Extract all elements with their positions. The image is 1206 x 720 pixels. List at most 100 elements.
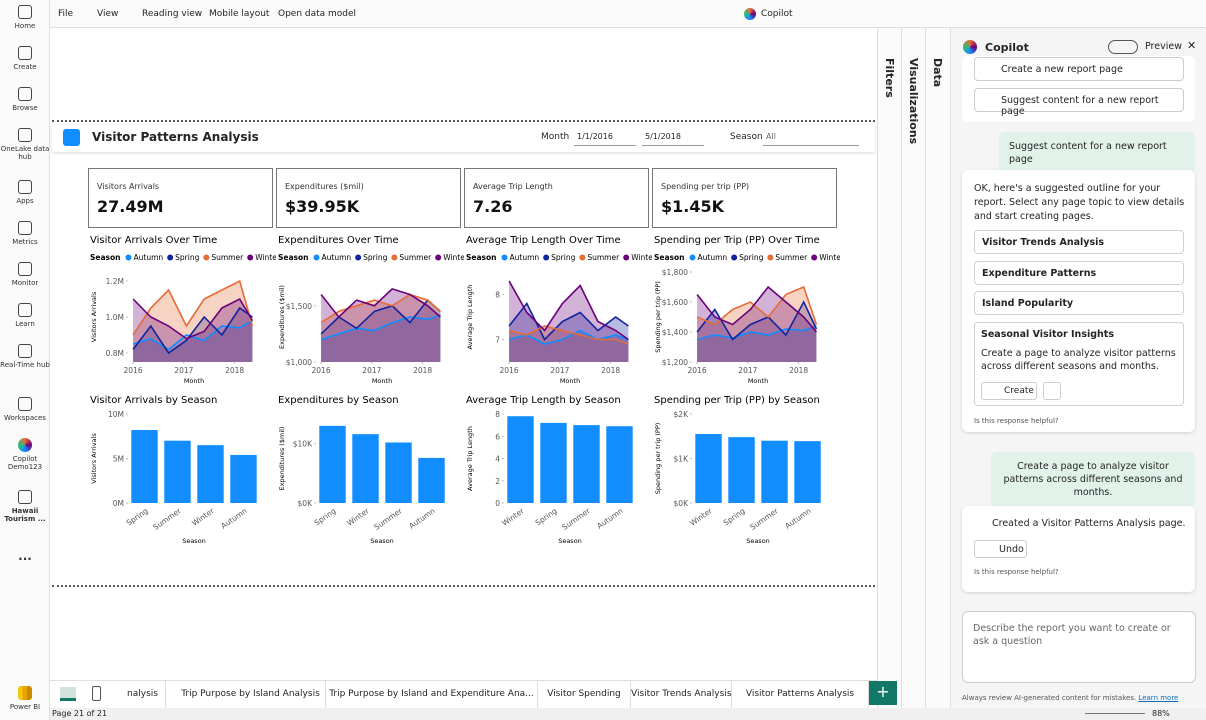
menu-item[interactable]: Open data model <box>278 9 357 19</box>
suggestion-button[interactable]: Create a new report page <box>974 57 1184 81</box>
create-button[interactable]: Create <box>981 382 1037 400</box>
zoom-slider[interactable] <box>1085 713 1145 714</box>
nav-item[interactable]: Power BI <box>0 686 50 711</box>
kpi-label: Average Trip Length <box>473 182 553 191</box>
nav-item[interactable]: Copilot Demo123 <box>0 438 50 471</box>
nav-icon <box>18 128 32 142</box>
nav-item[interactable]: Hawaii Tourism ... <box>0 490 50 523</box>
report-title: Visitor Patterns Analysis <box>92 130 259 144</box>
line <box>508 302 629 341</box>
nav-item[interactable]: OneLake data hub <box>0 128 50 161</box>
page-tab[interactable]: Visitor Patterns Analysis <box>732 681 869 708</box>
suggestion-button[interactable]: Suggest content for a new report page <box>974 88 1184 117</box>
nav-label: Browse <box>12 104 38 112</box>
topic[interactable]: Visitor Trends Analysis <box>974 230 1184 254</box>
nav-item[interactable]: Create <box>0 46 50 71</box>
x-tick-label: 2016 <box>500 366 519 375</box>
season-dropdown[interactable]: All <box>763 128 859 146</box>
left-nav: Home Create Browse OneLake data hub Apps Metr… <box>0 0 50 720</box>
page-tab[interactable]: Visitor Trends Analysis <box>631 681 732 708</box>
data-pane[interactable]: Data <box>925 28 950 708</box>
chart-title: Expenditures by Season <box>278 395 399 406</box>
nav-label: ... <box>18 549 32 563</box>
nav-item[interactable]: Workspaces <box>0 397 50 422</box>
nav-item[interactable]: Real-Time hub <box>0 344 50 369</box>
mobile-view[interactable] <box>92 686 101 701</box>
y-tick-label: $2K <box>674 410 690 419</box>
close[interactable]: ✕ <box>1187 39 1197 52</box>
nav-item[interactable]: Browse <box>0 87 50 112</box>
x-tick-label: Spring <box>313 506 338 527</box>
nav-label: Create <box>13 63 37 71</box>
y-tick-label: $10K <box>293 440 313 449</box>
x-tick-label: 2018 <box>789 366 808 375</box>
line-chart: Visitor Arrivals Over Time Season Autumn Sp… <box>90 235 276 385</box>
nav-item[interactable]: ... <box>0 548 50 563</box>
area <box>321 300 441 362</box>
desktop-view[interactable] <box>60 687 76 701</box>
line <box>132 306 253 355</box>
date-to[interactable]: 5/1/2018 <box>642 128 704 146</box>
legend-dot <box>501 254 508 261</box>
nav-icon <box>18 5 32 19</box>
nav-item[interactable]: Monitor <box>0 262 50 287</box>
topic[interactable]: Expenditure Patterns <box>974 261 1184 285</box>
season-label: Season <box>730 132 763 142</box>
x-tick-label: Spring <box>534 506 559 527</box>
bar <box>507 416 534 503</box>
nav-item[interactable]: Learn <box>0 303 50 328</box>
nav-item[interactable]: Home <box>0 5 50 30</box>
x-tick-label: 2016 <box>124 366 143 375</box>
visualizations-pane[interactable]: Visualizations <box>901 28 925 708</box>
nav-label: Apps <box>16 197 34 205</box>
y-tick-label: 0 <box>495 499 500 508</box>
page-tab[interactable]: Trip Purpose by Island Analysis <box>176 681 326 708</box>
area <box>509 326 629 362</box>
menu-item[interactable]: View <box>97 9 119 19</box>
page-edge <box>52 120 875 122</box>
undo-button[interactable]: Undo <box>974 540 1027 558</box>
topic[interactable]: Island Popularity <box>974 291 1184 315</box>
legend-label: Summer <box>399 253 432 262</box>
y-tick-label: 10M <box>108 410 124 419</box>
x-tick-label: Winter <box>345 506 371 528</box>
legend-title: Season <box>278 253 309 262</box>
y-tick-label: 4 <box>495 455 500 464</box>
page-tab[interactable]: Visitor Spending <box>538 681 631 708</box>
x-tick-label: 2018 <box>225 366 244 375</box>
x-tick-label: Autumn <box>407 506 437 531</box>
date-from[interactable]: 1/1/2016 <box>574 128 636 146</box>
edit-button[interactable] <box>1043 382 1061 400</box>
learn-more[interactable]: Learn more <box>1138 694 1179 702</box>
topic-text: Create a page to analyze visitor pattern… <box>981 348 1176 372</box>
legend-dot <box>623 254 630 261</box>
line <box>132 297 254 340</box>
nav-item[interactable]: Apps <box>0 180 50 205</box>
page-tab[interactable]: Trip Purpose by Island and Expenditure A… <box>326 681 538 708</box>
nav-item[interactable]: Metrics <box>0 221 50 246</box>
topic-title[interactable]: Seasonal Visitor Insights <box>981 329 1114 340</box>
copilot-icon <box>744 8 756 20</box>
page-count: Page 21 of 21 <box>52 709 108 718</box>
legend-dot <box>435 254 442 261</box>
menu-item[interactable]: Mobile layout <box>209 9 270 19</box>
nav-icon <box>18 262 32 276</box>
legend-label: Spring <box>739 253 763 262</box>
legend-dot <box>247 254 254 261</box>
x-axis-label: Season <box>370 537 394 545</box>
add-page[interactable]: + <box>869 681 897 705</box>
kpi-card: Average Trip Length 7.26 <box>464 168 649 228</box>
menu-item[interactable]: Reading view <box>142 9 203 19</box>
preview-toggle[interactable] <box>1108 40 1138 54</box>
chat-input[interactable]: Describe the report you want to create o… <box>962 611 1196 683</box>
filters-pane[interactable]: Filters <box>877 28 901 708</box>
legend-label: Summer <box>775 253 808 262</box>
x-tick-label: Autumn <box>595 506 625 531</box>
kpi-value: $1.45K <box>661 197 725 216</box>
menu-item[interactable]: File <box>58 9 74 19</box>
legend-dot <box>543 254 550 261</box>
copilot-button[interactable]: Copilot <box>761 9 793 19</box>
page-tab[interactable]: nalysis <box>120 681 166 708</box>
user-message: Create a page to analyze visitor pattern… <box>991 452 1195 507</box>
bar <box>606 426 633 503</box>
